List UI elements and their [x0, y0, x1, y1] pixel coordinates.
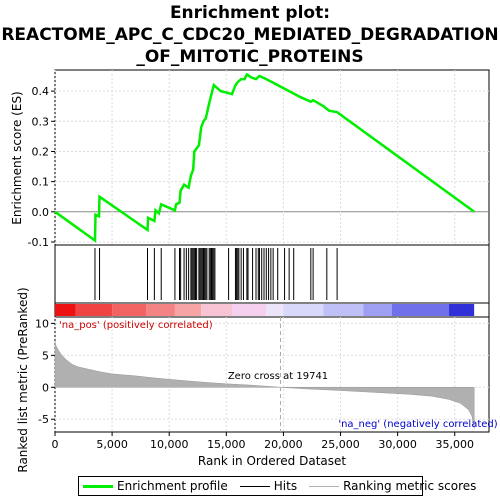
hits-markers [94, 248, 338, 300]
legend-swatch [239, 485, 270, 487]
metric-y-tick-label: 0 [42, 381, 49, 394]
es-y-tick-label: 0.0 [32, 206, 50, 219]
rank-bar-segment [55, 304, 76, 316]
rank-bar-segment [75, 304, 113, 316]
metric-panel-frame [54, 316, 490, 433]
legend: Enrichment profile Hits Ranking metric sco… [78, 476, 476, 496]
chart-title-line-1: Enrichment plot: [169, 3, 331, 23]
negative-correlation-label: 'na_neg' (negatively correlated) [338, 419, 497, 430]
es-y-tick-label: 0.3 [32, 115, 50, 128]
rank-bar-segment [146, 304, 175, 316]
es-panel-grid [54, 70, 489, 245]
enrichment-profile-line [54, 72, 475, 243]
rank-bar-segment [201, 304, 233, 316]
es-y-tick-label: 0.2 [32, 145, 50, 158]
es-y-axis: -0.1 0.0 0.1 0.2 0.3 0.4 [28, 85, 55, 249]
rank-color-bar [55, 304, 475, 316]
metric-y-tick-label: 10 [35, 317, 49, 330]
legend-swatch [309, 485, 340, 487]
es-y-axis-label: Enrichment score (ES) [10, 91, 24, 224]
legend-item: Enrichment profile [83, 479, 228, 493]
rank-bar-segment [283, 304, 324, 316]
es-y-tick-label: 0.4 [32, 85, 50, 98]
es-panel-frame [54, 69, 490, 246]
metric-y-tick-label: -5 [38, 413, 49, 426]
es-y-tick-label: -0.1 [28, 236, 49, 249]
ranking-metric-area [54, 341, 475, 429]
chart-title-line-2: REACTOME_APC_C_CDC20_MEDIATED_DEGRADATIO… [1, 25, 499, 45]
x-tick-label: 5,000 [96, 438, 128, 451]
legend-item: Hits [239, 479, 298, 493]
x-tick-label: 25,000 [321, 438, 360, 451]
x-tick-label: 10,000 [150, 438, 189, 451]
metric-y-axis: -5 0 5 10 [35, 317, 55, 426]
legend-item: Ranking metric scores [309, 479, 476, 493]
x-tick-label: 20,000 [264, 438, 303, 451]
hits-panel-frame [54, 244, 490, 304]
chart-title-line-3: _OF_MITOTIC_PROTEINS [136, 47, 364, 67]
rank-bar-segment [391, 304, 450, 316]
metric-y-axis-label: Ranked list metric (PreRanked) [16, 287, 30, 472]
x-tick-label: 15,000 [207, 438, 246, 451]
rank-bar-segment [363, 304, 392, 316]
rank-bar-segment [232, 304, 267, 316]
metric-y-tick-label: 5 [42, 349, 49, 362]
x-tick-label: 35,000 [435, 438, 474, 451]
es-y-tick-label: 0.1 [32, 176, 50, 189]
rank-bar-segment [266, 304, 284, 316]
legend-swatch [83, 484, 113, 488]
x-tick-label: 30,000 [378, 438, 417, 451]
positive-correlation-label: 'na_pos' (positively correlated) [59, 320, 213, 331]
rank-bar-segment [449, 304, 475, 316]
legend-label: Enrichment profile [117, 479, 228, 493]
rank-bar-segment [112, 304, 147, 316]
zero-cross-label: Zero cross at 19741 [228, 371, 328, 382]
x-tick-label: 0 [52, 438, 59, 451]
rank-bar-segment [323, 304, 364, 316]
rank-bar-segment [174, 304, 202, 316]
legend-label: Hits [273, 479, 298, 493]
x-axis-label: Rank in Ordered Dataset [198, 454, 346, 468]
legend-label: Ranking metric scores [343, 479, 477, 493]
chart-title: Enrichment plot: REACTOME_APC_C_CDC20_ME… [0, 2, 500, 68]
x-axis: 0 5,000 10,000 15,000 20,000 25,000 30,000 35,0… [52, 432, 474, 451]
